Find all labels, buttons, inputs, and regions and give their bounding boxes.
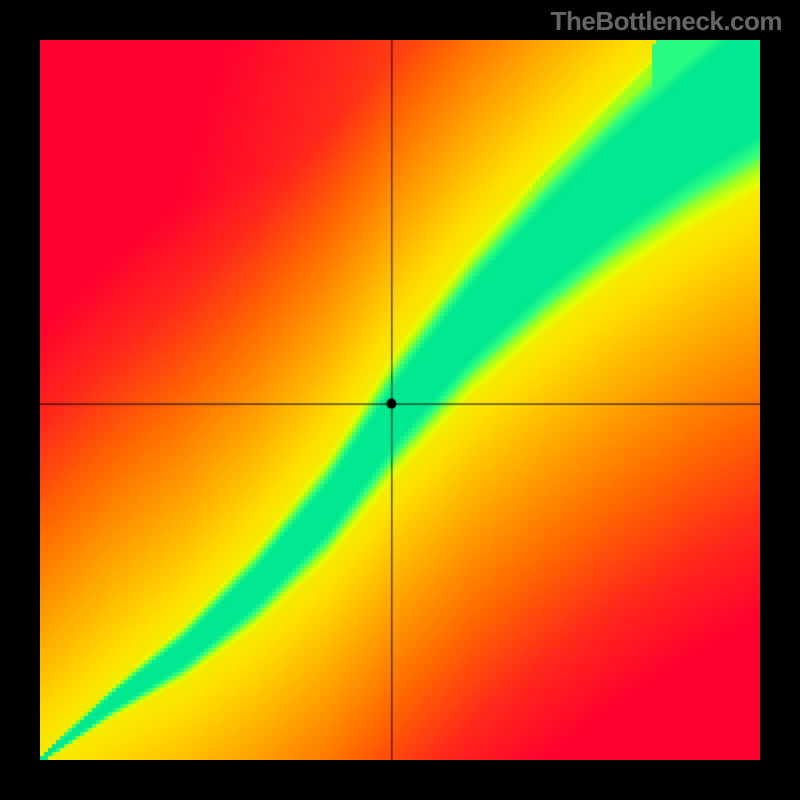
bottleneck-heatmap: [40, 40, 760, 760]
watermark-text: TheBottleneck.com: [551, 6, 782, 37]
